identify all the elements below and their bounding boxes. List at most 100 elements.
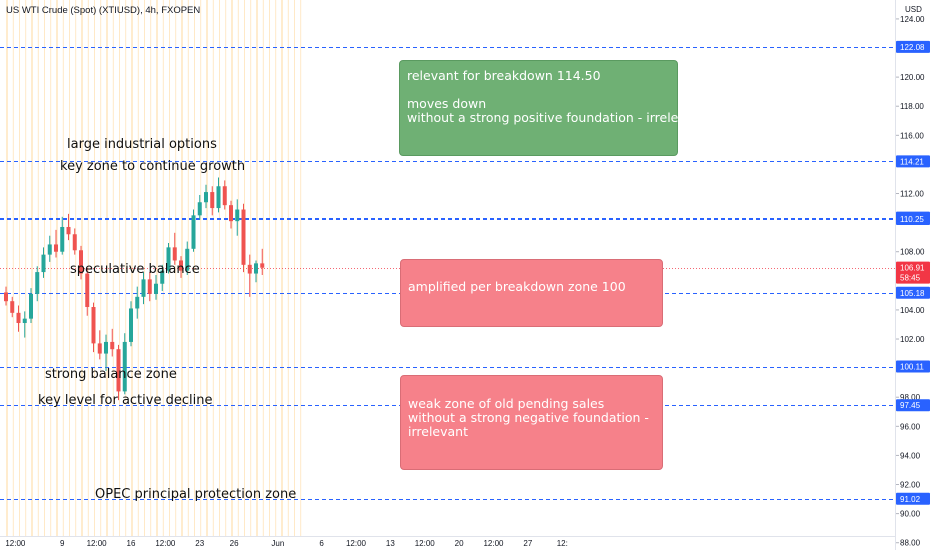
symbol-title[interactable]: US WTI Crude (Spot) (XTIUSD), 4h, FXOPEN [6,5,201,16]
price-tick-label: 108.00 [900,248,925,257]
candle-body [35,272,40,294]
level-price-text: 91.02 [900,495,921,504]
red-note-line: amplified per breakdown zone 100 [408,279,626,294]
green-note-line: moves down [407,96,487,111]
price-labels: 122.08114.21110.34110.25105.18100.1197.4… [896,40,930,505]
level-price-badge [896,212,930,225]
time-tick-label: 9 [60,539,65,548]
green-note-box[interactable]: relevant for breakdown 114.50 moves down… [399,60,706,156]
level-price-badge [896,399,930,412]
candle-body [10,301,15,313]
candle-body [66,226,71,235]
level-price-text: 110.25 [900,215,924,224]
price-tick-label: 104.00 [900,306,925,315]
candle-body [241,209,246,265]
price-tick-label: 120.00 [900,73,925,82]
time-tick-label: 12:00 [415,539,436,548]
candle-body [247,264,252,274]
candle-body [147,279,152,294]
annotation-large-industrial-options[interactable]: large industrial options [67,137,217,152]
candle-body [135,296,140,309]
price-tick-label: 124.00 [900,15,925,24]
price-tick-label: 94.00 [900,451,921,460]
candle-body [185,248,190,271]
red-note-line: irrelevant [408,424,468,439]
annotation-strong-balance-zone[interactable]: strong balance zone [45,367,177,382]
candle-body [41,254,46,273]
level-price-text: 105.18 [900,289,925,298]
price-tick-label: 116.00 [900,131,924,140]
green-note-line [407,83,670,97]
candle-body [72,234,77,251]
time-tick-label: 13 [386,539,395,548]
time-tick-label: Jun [271,539,284,548]
price-tick-label: 96.00 [900,422,921,431]
time-tick-label: 16 [127,539,136,548]
last-price-badge [896,261,930,284]
annotation-speculative-balance[interactable]: speculative balance [70,262,200,277]
price-tick-label: 92.00 [900,481,921,490]
level-price-badge [896,360,930,373]
time-tick-label: 12:00 [483,539,504,548]
time-tick-label: 26 [230,539,239,548]
annotation-opec-protection-zone[interactable]: OPEC principal protection zone [95,487,297,502]
red-note-box-pending-sales[interactable]: weak zone of old pending sales without a… [400,375,663,470]
price-tick-label: 98.00 [900,393,921,402]
price-tick-label: 88.00 [900,539,921,548]
currency-label: USD [905,5,922,14]
time-tick-label: 12:00 [155,539,176,548]
candle-body [60,226,65,252]
candle-body [191,215,196,249]
candle-body [22,318,27,324]
time-tick-label: 6 [319,539,324,548]
price-tick-label: 112.00 [900,190,924,199]
time-tick-label: 20 [455,539,464,548]
level-price-text: 100.11 [900,363,924,372]
annotation-key-zone-growth[interactable]: key zone to continue growth [60,159,246,174]
candles [4,177,265,401]
candle-body [160,270,165,284]
price-tick-label: 90.00 [900,510,921,519]
candle-body [254,263,258,274]
candle-body [210,192,215,209]
candle-body [222,186,227,206]
candle-body [172,247,177,261]
red-note-box-breakdown[interactable]: amplified per breakdown zone 100 [400,259,663,327]
candle-body [91,307,96,344]
level-price-badge [896,286,930,299]
candle-body [197,202,202,216]
level-price-text: 97.45 [900,401,921,410]
candle-body [4,292,8,302]
candle-body [85,273,90,308]
level-price-badge [896,155,930,168]
green-note-line: relevant for breakdown 114.50 [407,68,601,83]
candle-body [104,341,108,354]
red-note-line: without a strong negative foundation - [408,410,649,425]
time-tick-label: 12: [557,539,568,548]
time-tick-label: 12:00 [5,539,26,548]
price-tick-label: 102.00 [900,335,925,344]
candle-body [166,247,171,271]
candle-body [47,244,52,255]
candle-body [122,341,127,392]
last-price-countdown: 58:45 [900,274,921,283]
candle-body [235,209,240,222]
candle-body [229,205,233,222]
candle-body [79,250,83,274]
level-price-text: 122.08 [900,43,925,52]
candle-body [204,192,208,203]
candle-body [54,244,58,252]
last-price-text: 106.91 [900,264,925,273]
annotation-key-level-decline[interactable]: key level for active decline [38,393,213,408]
candle-body [141,279,146,297]
time-tick-label: 12:00 [87,539,108,548]
candle-body [216,186,221,209]
price-tick-label: 118.00 [900,102,924,111]
time-tick-label: 27 [523,539,532,548]
candle-body [129,308,133,342]
candle-body [110,341,115,350]
level-price-badge [896,40,930,53]
